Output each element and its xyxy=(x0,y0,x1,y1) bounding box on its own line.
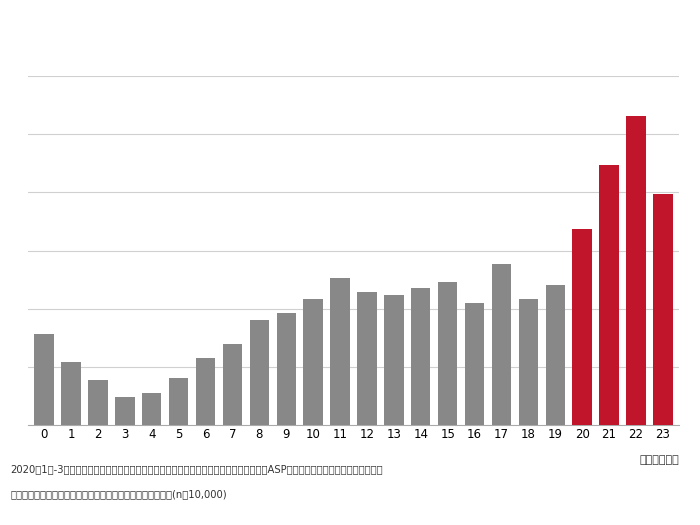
Bar xyxy=(492,264,511,425)
Bar xyxy=(304,299,323,425)
Bar xyxy=(196,358,215,425)
Bar xyxy=(438,282,457,425)
Text: 時間別ふるさと納税の注文受付金額: 時間別ふるさと納税の注文受付金額 xyxy=(10,21,265,47)
Bar xyxy=(411,288,430,425)
Bar xyxy=(116,397,134,425)
Bar xyxy=(653,194,673,425)
Bar xyxy=(142,393,162,425)
Bar xyxy=(465,303,484,425)
Bar xyxy=(169,377,188,425)
Bar xyxy=(357,292,377,425)
Bar xyxy=(599,165,619,425)
Text: ふるさと納税ガイド: ふるさと納税ガイド xyxy=(546,26,606,36)
Bar xyxy=(223,344,242,425)
Bar xyxy=(88,380,108,425)
Bar xyxy=(62,362,80,425)
Text: 2020年1月-3月にふるさと納税ガイドを経由し各ふるさと納税サイトで寄付の寄付完了がASPシステムで確認されたもののうち、: 2020年1月-3月にふるさと納税ガイドを経由し各ふるさと納税サイトで寄付の寄付… xyxy=(10,465,383,475)
Bar xyxy=(626,117,645,425)
Bar xyxy=(519,299,538,425)
Text: ●: ● xyxy=(528,24,540,37)
Bar xyxy=(330,278,350,425)
Bar xyxy=(34,334,54,425)
Bar xyxy=(384,295,403,425)
Text: （単位：時）: （単位：時） xyxy=(639,455,679,465)
Bar xyxy=(276,313,296,425)
Bar xyxy=(545,285,565,425)
Bar xyxy=(250,320,269,425)
Text: 購入日時に関する信頼性の高いサンプルのみを抽出して作成(n＞10,000): 購入日時に関する信頼性の高いサンプルのみを抽出して作成(n＞10,000) xyxy=(10,489,227,499)
Bar xyxy=(573,229,591,425)
